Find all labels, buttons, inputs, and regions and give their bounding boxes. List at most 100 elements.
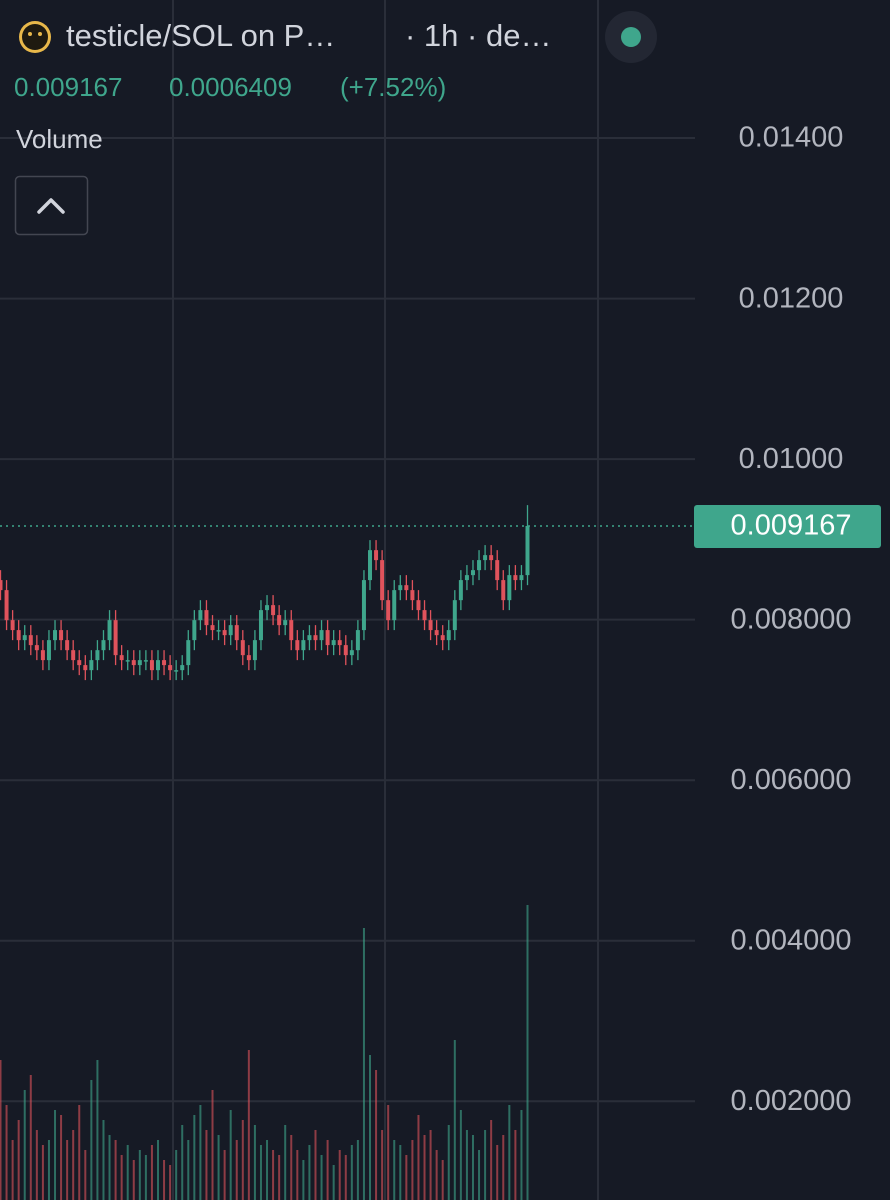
volume-bar <box>259 1145 262 1200</box>
candle-body <box>228 625 233 636</box>
candle-body <box>222 630 227 636</box>
volume-bar <box>272 1150 275 1200</box>
candle-body <box>10 620 15 631</box>
volume-bar <box>350 1145 353 1200</box>
volume-bar <box>381 1130 384 1200</box>
interval: · 1h · de… <box>405 18 551 53</box>
candle-body <box>343 645 348 656</box>
volume-bar <box>41 1145 44 1200</box>
candle-body <box>131 660 136 666</box>
candle-body <box>307 635 312 641</box>
volume-bar <box>235 1140 238 1200</box>
candle-body <box>204 610 209 626</box>
volume-bar <box>423 1135 426 1200</box>
volume-bar <box>302 1160 305 1200</box>
volume-bar <box>187 1140 190 1200</box>
volume-bar <box>471 1135 474 1200</box>
y-tick-label: 0.01400 <box>739 122 844 154</box>
volume-bar <box>144 1155 147 1200</box>
candle-body <box>283 620 288 626</box>
volume-bar <box>54 1110 57 1200</box>
volume-bar <box>156 1140 159 1200</box>
candle-body <box>180 665 185 671</box>
candle-body <box>119 655 124 661</box>
volume-bar <box>23 1090 26 1200</box>
candle-body <box>77 660 82 666</box>
volume-bar <box>356 1140 359 1200</box>
candle-body <box>271 605 276 616</box>
candle-body <box>95 650 100 661</box>
candle-body <box>252 640 257 661</box>
candle-body <box>295 640 300 651</box>
volume-bar <box>465 1130 468 1200</box>
candle-body <box>240 640 245 656</box>
candle-body <box>277 615 282 626</box>
y-tick-label: 0.008000 <box>731 603 852 635</box>
volume-bar <box>296 1150 299 1200</box>
candle-body <box>53 630 58 641</box>
volume-bar <box>369 1055 372 1200</box>
candle-body <box>428 620 433 631</box>
candle-body <box>446 630 451 641</box>
volume-bar <box>211 1090 214 1200</box>
volume-bar <box>66 1140 69 1200</box>
candle-body <box>452 600 457 631</box>
candle-body <box>216 630 221 632</box>
volume-bar <box>96 1060 99 1200</box>
candle-body <box>265 605 270 611</box>
volume-bar <box>514 1130 517 1200</box>
volume-bar <box>332 1165 335 1200</box>
volume-bar <box>278 1155 281 1200</box>
volume-bar <box>520 1110 523 1200</box>
volume-bar <box>435 1150 438 1200</box>
volume-bar <box>314 1130 317 1200</box>
collapse-button[interactable] <box>14 175 89 236</box>
volume-bar <box>217 1135 220 1200</box>
y-tick-label: 0.004000 <box>731 924 852 956</box>
y-axis: 0.01400 0.01200 0.01000 0.008000 0.006000 0.0… <box>694 122 881 1117</box>
volume-bar <box>132 1160 135 1200</box>
candles <box>0 505 695 681</box>
volume-bar <box>496 1145 499 1200</box>
candle-body <box>416 600 421 611</box>
candle-body <box>355 630 360 651</box>
token-icon-inner <box>22 24 48 50</box>
chevron-icon <box>37 198 65 214</box>
candle-body <box>210 625 215 631</box>
candle-body <box>143 660 148 662</box>
volume-bar <box>17 1120 20 1200</box>
candle-body <box>186 640 191 666</box>
candle-body <box>392 590 397 621</box>
volume-bar <box>181 1125 184 1200</box>
volume-bar <box>108 1135 111 1200</box>
candle-body <box>28 635 33 646</box>
y-tick-label: 0.006000 <box>731 764 852 796</box>
candle-body <box>34 645 39 651</box>
volume-bar <box>375 1070 378 1200</box>
volume-label: Volume <box>16 124 103 154</box>
volume-bar <box>199 1105 202 1200</box>
candle-body <box>458 580 463 601</box>
volume-bar <box>72 1130 75 1200</box>
volume-bar <box>169 1165 172 1200</box>
y-tick-label: 0.002000 <box>731 1085 852 1117</box>
candle-body <box>89 660 94 671</box>
volume-bar <box>138 1150 141 1200</box>
volume-bar <box>114 1140 117 1200</box>
volume-bar <box>338 1150 341 1200</box>
candle-body <box>155 660 160 671</box>
last-price-label: 0.009167 <box>731 510 852 542</box>
volume-bar <box>478 1150 481 1200</box>
candle-body <box>489 555 494 561</box>
header: testicle/SOL on P… · 1h · de… 0.009167 0… <box>14 11 657 236</box>
candle-body <box>162 660 167 666</box>
price-change: 0.0006409 <box>169 72 292 102</box>
volume-bar <box>502 1135 505 1200</box>
volume-bar <box>11 1140 14 1200</box>
candle-body <box>337 640 342 646</box>
candle-body <box>301 640 306 651</box>
candle-body <box>386 600 391 621</box>
volume-bar <box>47 1140 50 1200</box>
volume-bar <box>320 1155 323 1200</box>
